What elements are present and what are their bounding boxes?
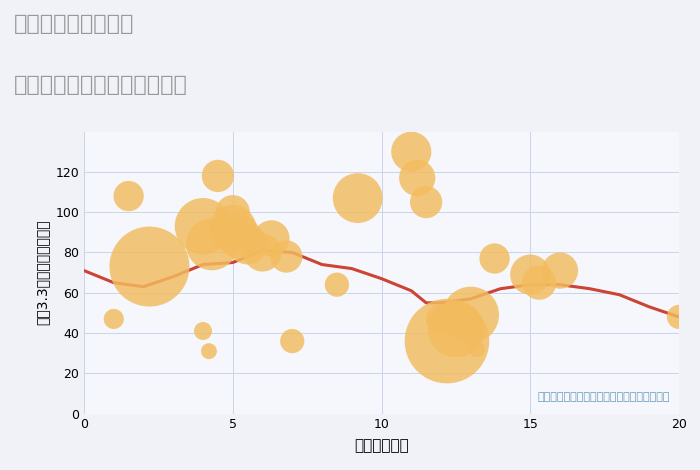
Point (435, 315, 447, 323)
Point (331, 281, 342, 289)
Point (281, 253, 292, 260)
Text: 駅距離別中古マンション価格: 駅距離別中古マンション価格 (14, 75, 188, 95)
Point (203, 347, 214, 355)
Point (197, 327, 209, 335)
X-axis label: 駅距離（分）: 駅距離（分） (354, 439, 409, 454)
Point (206, 241, 218, 248)
Text: 埼玉県熊谷市飯塚の: 埼玉県熊谷市飯塚の (14, 14, 134, 34)
Point (212, 172, 223, 180)
Point (233, 233, 244, 240)
Point (287, 337, 298, 345)
Text: 円の大きさは、取引のあった物件面積を示す: 円の大きさは、取引のあった物件面積を示す (538, 392, 670, 402)
Y-axis label: 坪（3.3㎡）単価（万円）: 坪（3.3㎡）単価（万円） (36, 220, 50, 325)
Point (406, 148, 417, 156)
Point (352, 194, 363, 202)
Point (450, 325, 461, 333)
Point (412, 174, 423, 182)
Point (266, 235, 277, 242)
Point (123, 192, 134, 200)
Point (441, 337, 452, 345)
Point (242, 241, 253, 248)
Point (673, 313, 685, 321)
Point (533, 279, 545, 286)
Point (421, 198, 432, 206)
Point (471, 345, 482, 353)
Point (525, 271, 536, 278)
Point (197, 222, 209, 230)
Point (144, 263, 155, 270)
Point (108, 315, 119, 323)
Point (465, 311, 476, 319)
Point (227, 208, 238, 216)
Point (554, 267, 566, 274)
Point (227, 225, 238, 232)
Point (489, 255, 500, 262)
Point (257, 249, 268, 256)
